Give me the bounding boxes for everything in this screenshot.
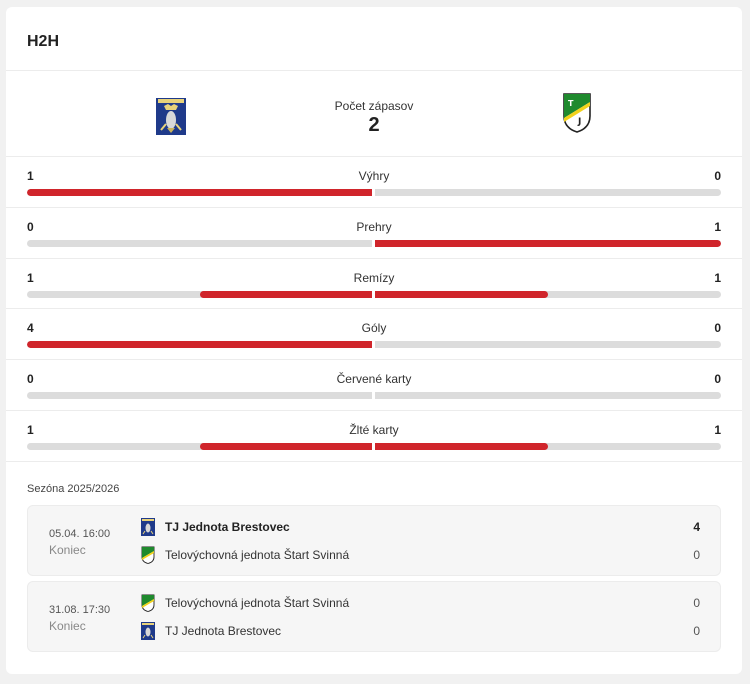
stat-label: Góly — [361, 321, 387, 336]
divider — [6, 409, 742, 411]
stat-row: 4 Góly 0 — [6, 309, 742, 361]
match-team-row: Telovýchovná jednota Štart Svinná 0 — [140, 545, 700, 565]
stat-home-bar — [27, 392, 372, 400]
stat-away-value: 1 — [714, 423, 721, 437]
divider — [6, 206, 742, 208]
team-name[interactable]: Telovýchovná jednota Štart Svinná — [165, 548, 350, 562]
match-status: Koniec — [49, 619, 86, 633]
stat-home-bar — [27, 239, 372, 247]
tj-jednota-brestovec-crest-icon — [141, 622, 155, 640]
stat-away-value: 1 — [714, 219, 721, 234]
team-name[interactable]: TJ Jednota Brestovec — [165, 624, 282, 638]
tj-jednota-brestovec-crest-icon — [141, 518, 155, 536]
divider — [6, 460, 742, 462]
match-team-row: TJ Jednota Brestovec 0 — [140, 621, 700, 641]
stat-home-value: 1 — [27, 423, 34, 437]
stat-away-bar-fill — [375, 239, 721, 247]
stat-label: Prehry — [356, 219, 392, 234]
match-team-row: Telovýchovná jednota Štart Svinná 0 — [140, 593, 700, 613]
h2h-header: Počet zápasov 2 T J — [6, 71, 742, 156]
match-card[interactable]: 05.04. 16:00 Koniec TJ Jednota Brestovec 4 T… — [27, 505, 721, 576]
stat-row: 0 Červené karty 0 — [6, 360, 742, 411]
stat-away-bar — [375, 189, 721, 196]
team-name[interactable]: TJ Jednota Brestovec — [165, 520, 290, 534]
stat-home-value: 4 — [27, 321, 34, 336]
match-date: 05.04. 16:00 — [49, 528, 111, 540]
matches-count-label: Počet zápasov — [334, 99, 414, 113]
stat-away-bar — [375, 341, 721, 349]
stat-away-value: 0 — [714, 321, 721, 336]
stat-home-value: 1 — [27, 169, 34, 183]
stat-home-bar — [27, 443, 372, 450]
divider — [6, 308, 742, 310]
divider — [6, 70, 742, 71]
stat-home-value: 0 — [27, 219, 34, 234]
stat-label: Remízy — [353, 270, 395, 285]
svg-text:T: T — [568, 99, 574, 108]
stat-home-bar-fill — [199, 290, 372, 298]
stat-away-value: 0 — [714, 372, 721, 387]
matches-count-value: 2 — [368, 114, 380, 136]
match-team-row: TJ Jednota Brestovec 4 — [140, 517, 700, 537]
stat-away-bar — [375, 443, 721, 450]
team-name[interactable]: Telovýchovná jednota Štart Svinná — [165, 596, 350, 610]
stat-away-bar — [375, 290, 721, 298]
stat-home-bar-fill — [199, 443, 372, 450]
stat-row: 0 Prehry 1 — [6, 208, 742, 259]
stat-home-bar — [27, 290, 372, 298]
match-card[interactable]: 31.08. 17:30 Koniec Telovýchovná jednota Š… — [27, 581, 721, 652]
svg-text:J: J — [577, 117, 581, 127]
stat-label: Žlté karty — [349, 423, 399, 437]
stat-row: 1 Výhry 0 — [6, 157, 742, 208]
team-score: 0 — [693, 596, 700, 610]
stat-away-bar — [375, 239, 721, 247]
stat-home-bar-fill — [27, 189, 372, 196]
tj-jednota-brestovec-crest-icon[interactable] — [156, 98, 186, 135]
start-svinna-crest-icon — [141, 546, 155, 564]
stat-away-value: 1 — [714, 270, 721, 285]
stat-label: Červené karty — [336, 372, 412, 387]
team-score: 0 — [693, 624, 700, 638]
stat-away-bar-fill — [375, 443, 548, 450]
season-label: Sezóna 2025/2026 — [27, 483, 120, 495]
divider — [6, 359, 742, 361]
section-title: H2H — [27, 33, 60, 50]
match-date: 31.08. 17:30 — [49, 604, 111, 616]
divider — [6, 257, 742, 259]
stat-home-bar — [27, 189, 372, 196]
team-score: 0 — [693, 548, 700, 562]
stat-row: 1 Žlté karty 1 — [6, 411, 742, 462]
team-score: 4 — [693, 520, 700, 534]
stat-away-bar — [375, 392, 721, 400]
stat-home-bar — [27, 341, 372, 349]
stat-home-value: 0 — [27, 372, 34, 387]
stat-away-value: 0 — [714, 169, 721, 183]
start-svinna-crest-icon — [141, 594, 155, 612]
h2h-card: H2H Počet zápasov 2 T J 1 Výhry 0 0 Prehry 1 1… — [6, 7, 742, 674]
stat-away-bar-fill — [375, 290, 548, 298]
match-status: Koniec — [49, 543, 86, 557]
stat-home-value: 1 — [27, 270, 34, 285]
stat-home-bar-fill — [27, 341, 372, 349]
divider — [6, 156, 742, 157]
stat-label: Výhry — [358, 169, 390, 183]
stat-row: 1 Remízy 1 — [6, 259, 742, 310]
start-svinna-crest-icon[interactable]: T J — [561, 92, 593, 133]
